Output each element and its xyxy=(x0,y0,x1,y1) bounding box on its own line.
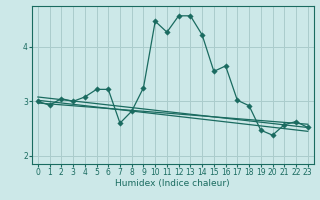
X-axis label: Humidex (Indice chaleur): Humidex (Indice chaleur) xyxy=(116,179,230,188)
